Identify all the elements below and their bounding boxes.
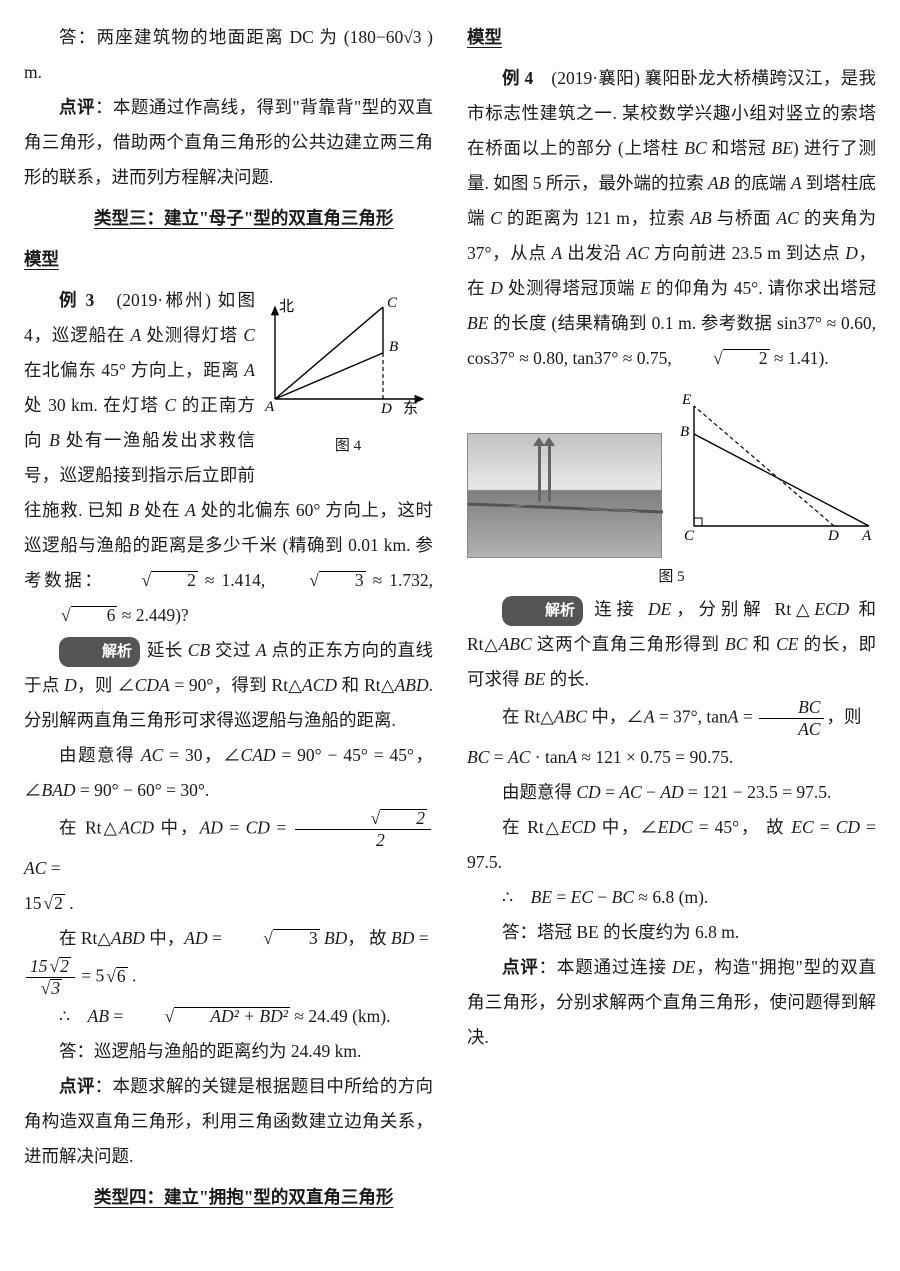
svg-text:B: B: [389, 339, 398, 355]
comment-3: 点评：本题求解的关键是根据题目中所给的方向角构造双直角三角形，利用三角函数建立边…: [24, 1069, 433, 1174]
fig4-caption: 图 4: [263, 431, 433, 461]
bridge-photo: [467, 433, 662, 558]
sol4-f: 答：塔冠 BE 的长度约为 6.8 m.: [467, 915, 876, 950]
svg-text:C: C: [387, 295, 398, 311]
heading-type4b: 模型: [467, 20, 876, 55]
sol3-b: 由题意得 AC = 30，∠CAD = 90° − 45° = 45°，∠BAD…: [24, 738, 433, 808]
figure-4-wrap: A B C D 北 东 图 4: [263, 289, 433, 461]
sol4-d: 在 Rt△ECD 中，∠EDC = 45°， 故 EC = CD = 97.5.: [467, 810, 876, 880]
comment-2: 点评：本题通过作高线，得到"背靠背"型的双直角三角形，借助两个直角三角形的公共边…: [24, 90, 433, 195]
svg-text:北: 北: [279, 298, 294, 315]
jiexi-tag: 解析: [59, 637, 140, 667]
heading-type4: 类型四：建立"拥抱"型的双直角三角形: [24, 1180, 433, 1215]
sol4-e: ∴ BE = EC − BC ≈ 6.8 (m).: [467, 880, 876, 915]
svg-text:C: C: [684, 528, 695, 544]
figure-5-row: E B C D A: [467, 386, 876, 558]
svg-text:D: D: [827, 528, 839, 544]
svg-text:东: 东: [403, 400, 418, 417]
sol3-d: 在 Rt△ABD 中，AD = 3 BD， 故 BD =: [24, 921, 433, 956]
svg-text:A: A: [861, 528, 872, 544]
heading-type3b: 模型: [24, 242, 433, 277]
svg-text:B: B: [680, 424, 689, 440]
sol3-c2: 152 .: [24, 886, 433, 921]
sol4-b: 在 Rt△ABC 中，∠A = 37°, tanA = BCAC，则: [467, 697, 876, 740]
example-4-text: 例 4 (2019·襄阳) 襄阳卧龙大桥横跨汉江，是我市标志性建筑之一. 某校数…: [467, 61, 876, 376]
svg-text:A: A: [264, 399, 275, 415]
answer-dc: 答：两座建筑物的地面距离 DC 为 (180−60√3 ) m.: [24, 20, 433, 90]
svg-text:D: D: [380, 401, 392, 417]
fig5-caption: 图 5: [467, 562, 876, 592]
figure-4-svg: A B C D 北 东: [263, 289, 433, 429]
comment-4: 点评：本题通过连接 DE，构造"拥抱"型的双直角三角形，分别求解两个直角三角形，…: [467, 950, 876, 1055]
sol4-b2: BC = AC · tanA ≈ 121 × 0.75 = 90.75.: [467, 740, 876, 775]
sol4-c: 由题意得 CD = AC − AD = 121 − 23.5 = 97.5.: [467, 775, 876, 810]
sol3-f: ∴ AB = AD² + BD² ≈ 24.49 (km).: [24, 999, 433, 1034]
figure-5-svg: E B C D A: [674, 386, 874, 546]
sol3-g: 答：巡逻船与渔船的距离约为 24.49 km.: [24, 1034, 433, 1069]
svg-text:E: E: [681, 392, 691, 408]
sol3-d2: 1523 = 56 .: [24, 956, 433, 999]
sol3-c: 在 Rt△ACD 中，AD = CD = 22 AC =: [24, 808, 433, 886]
sol4-a: 解析 连接 DE，分别解 Rt△ECD 和 Rt△ABC 这两个直角三角形得到 …: [467, 592, 876, 697]
heading-type3: 类型三：建立"母子"型的双直角三角形: [24, 201, 433, 236]
jiexi-tag-2: 解析: [502, 596, 583, 626]
sol3-a: 解析 延长 CB 交过 A 点的正东方向的直线于点 D，则 ∠CDA = 90°…: [24, 633, 433, 738]
